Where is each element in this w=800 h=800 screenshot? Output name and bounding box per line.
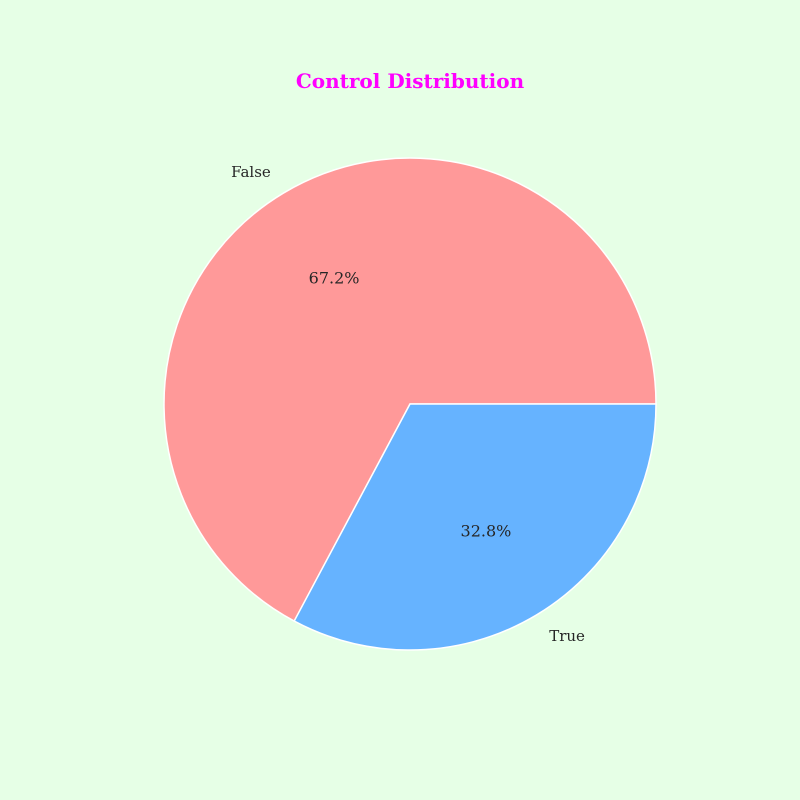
slice-label-true: True <box>549 627 585 645</box>
percent-label-false: 67.2% <box>309 268 360 287</box>
percent-label-true: 32.8% <box>461 522 512 541</box>
slice-label-false: False <box>231 163 271 181</box>
pie-slices <box>163 157 657 651</box>
pie-labels: False 67.2% True 32.8% <box>231 163 585 645</box>
chart-title: Control Distribution <box>296 69 525 93</box>
pie-slice-true <box>293 403 657 651</box>
pie-slice-false <box>163 157 657 623</box>
